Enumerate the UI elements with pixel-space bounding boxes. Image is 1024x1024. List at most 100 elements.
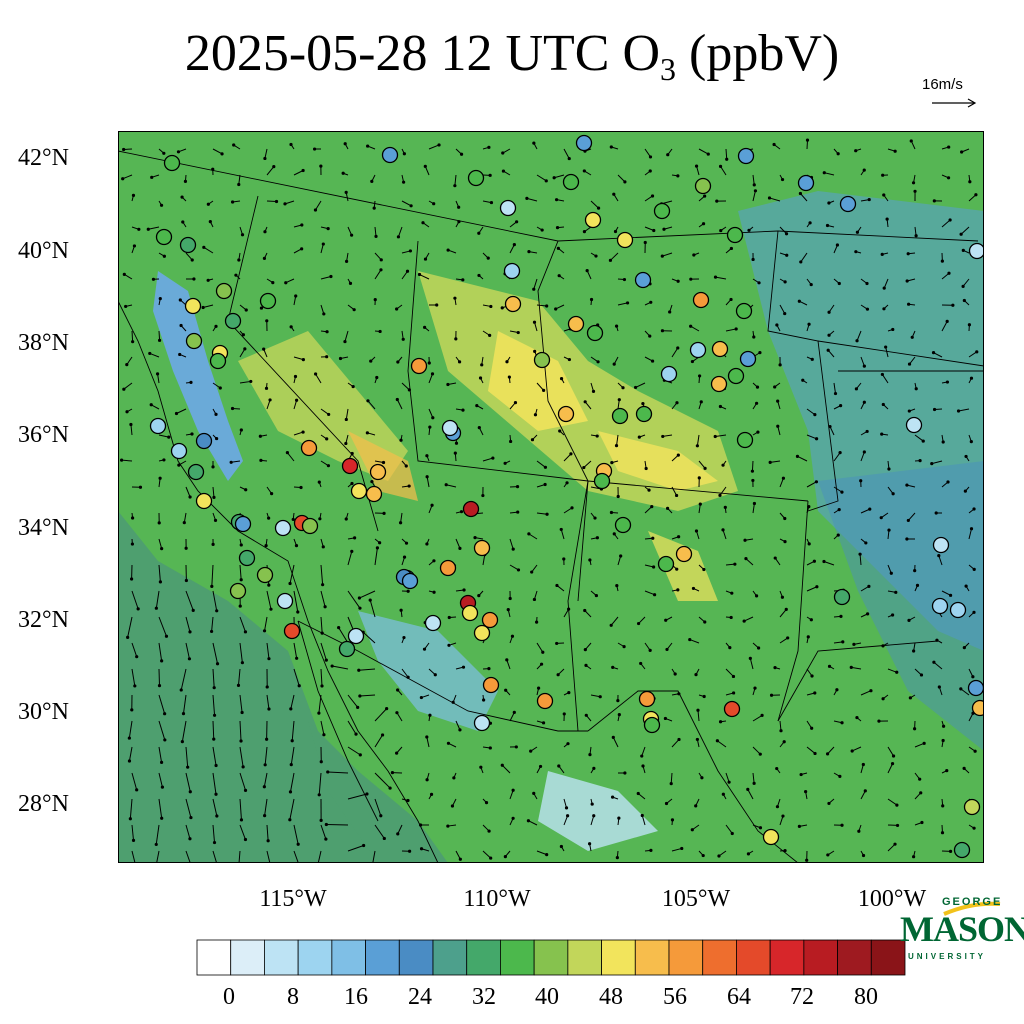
wind-arrow	[526, 197, 538, 202]
wind-arrow-head	[640, 754, 644, 758]
wind-arrow	[358, 668, 376, 671]
ozone-observation-marker	[503, 262, 521, 280]
wind-arrow	[396, 712, 403, 722]
wind-arrow-head	[778, 363, 782, 367]
ozone-observation-marker	[611, 407, 629, 425]
wind-arrow-head	[368, 598, 372, 602]
wind-arrow-head	[509, 439, 513, 444]
wind-arrow-head	[595, 536, 599, 540]
wind-arrow-head	[348, 281, 353, 285]
wind-arrow	[725, 772, 730, 783]
wind-arrow	[237, 668, 241, 686]
wind-arrow	[401, 382, 410, 391]
wind-arrow-head	[865, 612, 870, 616]
colorbar	[196, 939, 906, 976]
wind-arrow-head	[781, 476, 786, 480]
wind-arrow	[181, 720, 187, 742]
wind-arrow-head	[313, 208, 318, 212]
wind-arrow-head	[945, 380, 950, 384]
wind-arrow-head	[218, 386, 222, 390]
wind-arrow-head	[239, 739, 243, 743]
ozone-observation-marker	[401, 572, 419, 590]
wind-arrow-head	[120, 458, 124, 462]
ozone-observation-marker	[462, 500, 480, 518]
wind-arrow-head	[675, 401, 679, 405]
wind-arrow	[860, 690, 872, 696]
wind-arrow-head	[295, 656, 299, 660]
wind-arrow-head	[318, 517, 322, 521]
wind-arrow-head	[775, 766, 779, 771]
wind-arrow-head	[477, 426, 481, 430]
wind-arrow-head	[861, 853, 866, 858]
wind-arrow-head	[405, 269, 410, 273]
wind-arrow-head	[533, 349, 537, 354]
wind-arrow-head	[510, 634, 515, 638]
wind-arrow-head	[569, 452, 573, 456]
wind-arrow-head	[690, 828, 694, 832]
wind-arrow-head	[959, 687, 963, 691]
wind-arrow-head	[826, 348, 830, 352]
ozone-observation-marker	[341, 457, 359, 475]
wind-arrow	[212, 668, 215, 688]
wind-arrow-head	[835, 243, 840, 247]
wind-arrow-head	[946, 176, 951, 180]
wind-arrow-head	[327, 412, 331, 417]
ozone-observation-marker	[643, 716, 661, 734]
wind-arrow	[610, 616, 619, 626]
ozone-observation-marker	[238, 549, 256, 567]
terrain-patch	[598, 431, 718, 491]
wind-arrow-head	[243, 347, 247, 351]
wind-arrow-head	[270, 492, 274, 496]
colorbar-swatch	[837, 939, 872, 976]
wind-arrow-head	[592, 814, 596, 818]
wind-arrow-head	[941, 440, 945, 444]
wind-arrow-head	[913, 189, 917, 193]
wind-arrow-head	[975, 350, 979, 354]
ozone-observation-marker	[215, 282, 233, 300]
wind-arrow-head	[747, 228, 751, 232]
wind-arrow-head	[330, 664, 334, 668]
wind-arrow-head	[827, 201, 831, 205]
wind-arrow-head	[239, 543, 243, 547]
wind-arrow-head	[121, 177, 125, 181]
ozone-observation-marker	[424, 614, 442, 632]
wind-arrow-head	[202, 245, 206, 249]
wind-arrow-head	[265, 685, 269, 689]
wind-arrow-head	[758, 752, 762, 756]
wind-arrow-head	[516, 330, 520, 335]
ozone-observation-marker	[675, 545, 693, 563]
wind-arrow	[509, 712, 515, 722]
wind-arrow-head	[757, 281, 761, 285]
wind-arrow-head	[797, 299, 801, 303]
wind-arrow	[883, 278, 889, 289]
ozone-observation-marker	[905, 416, 923, 434]
ozone-observation-marker	[614, 516, 632, 534]
wind-arrow-head	[565, 481, 569, 485]
wind-arrow-head	[532, 141, 536, 145]
wind-arrow	[212, 590, 218, 611]
wind-arrow-head	[399, 608, 403, 612]
wind-arrow	[239, 380, 251, 384]
wind-arrow-head	[807, 505, 811, 509]
wind-arrow-head	[396, 360, 400, 364]
wind-arrow-head	[961, 284, 965, 288]
wind-arrow-head	[633, 385, 638, 390]
wind-arrow	[156, 850, 160, 863]
wind-arrow	[149, 352, 160, 358]
wind-arrow-head	[676, 346, 680, 350]
wind-arrow	[128, 720, 133, 739]
ozone-observation-marker	[179, 236, 197, 254]
wind-arrow-head	[964, 584, 968, 588]
wind-arrow	[131, 772, 138, 790]
wind-arrow-head	[149, 403, 153, 407]
wind-arrow-head	[961, 248, 965, 252]
wind-arrow-head	[127, 736, 131, 740]
wind-arrow-head	[596, 206, 601, 210]
wind-arrow	[359, 694, 376, 697]
wind-arrow-head	[210, 584, 214, 588]
wind-arrow-head	[488, 333, 492, 337]
ozone-observation-marker	[953, 841, 971, 859]
wind-arrow	[183, 512, 187, 523]
wind-arrow-head	[906, 518, 910, 523]
wind-arrow-head	[807, 322, 811, 326]
